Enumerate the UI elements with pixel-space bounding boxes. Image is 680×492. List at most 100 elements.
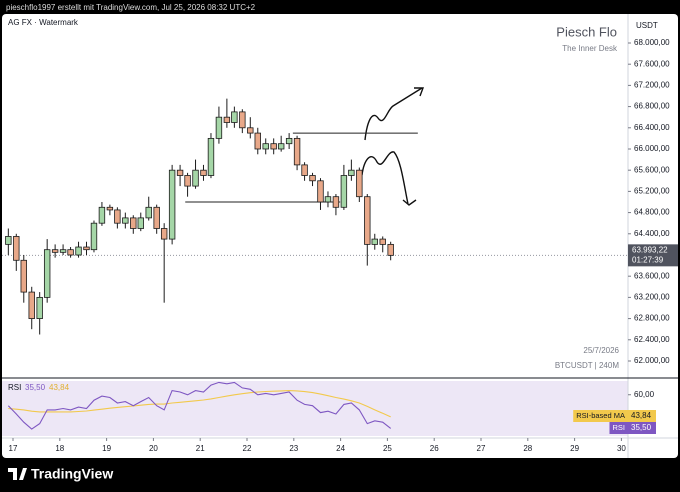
x-tick-label: 17 (9, 444, 18, 453)
series-tag-value: 35,50 (631, 423, 652, 432)
candle-body (36, 296, 43, 319)
candle-body (270, 143, 277, 150)
last-price-label: 63.993,22 (632, 245, 668, 254)
candle-body (83, 246, 90, 251)
x-tick-label: 18 (55, 444, 64, 453)
watermark-title: Piesch Flo (556, 24, 617, 39)
date-stamp: 25/7/2026 (583, 346, 619, 355)
x-tick-label: 24 (336, 444, 345, 453)
series-tag-name: RSI-based MA (576, 411, 625, 420)
x-tick-label: 21 (196, 444, 205, 453)
y-tick-label: 62.800,00 (634, 314, 670, 323)
candle-body (239, 111, 246, 129)
rsi-legend-value: 35,50 (25, 383, 46, 392)
y-tick-label: 67.600,00 (634, 59, 670, 68)
y-tick-label: 64.800,00 (634, 208, 670, 217)
candle-body (379, 238, 386, 245)
arrow-down-head (402, 199, 417, 206)
x-tick-label: 19 (102, 444, 111, 453)
candle-body (223, 116, 231, 123)
y-tick-label: 66.400,00 (634, 123, 670, 132)
candle-body (5, 236, 12, 245)
candle-body (145, 206, 152, 219)
x-tick-label: 27 (477, 444, 486, 453)
y-tick-label: 66.000,00 (634, 144, 670, 153)
chart-title: AG FX · Watermark (8, 18, 79, 27)
series-name-box (609, 422, 628, 434)
candle-body (90, 222, 98, 251)
candle-body (192, 169, 199, 187)
candle-body (340, 175, 348, 208)
y-tick-label: 66.800,00 (634, 102, 670, 111)
x-tick-label: 26 (430, 444, 439, 453)
series-line (7, 381, 392, 430)
candle-body (215, 116, 223, 139)
y-tick-label: 60,00 (634, 390, 655, 399)
countdown: 01:27:39 (632, 255, 664, 264)
x-tick-label: 22 (243, 444, 252, 453)
candle-body (332, 196, 340, 208)
y-tick-label: 67.200,00 (634, 80, 670, 89)
y-tick-label: 64.400,00 (634, 229, 670, 238)
candle-body (371, 238, 378, 245)
arrow-down (361, 151, 409, 205)
candle-body (20, 259, 27, 293)
hand-drawn-arrows (361, 87, 425, 206)
candle-body (98, 206, 106, 224)
candle-body (176, 169, 184, 176)
candle-body (262, 143, 269, 150)
y-tick-label: 65.200,00 (634, 186, 670, 195)
candle-body (348, 169, 355, 176)
candle-body (277, 143, 285, 150)
candle-body (168, 169, 176, 240)
candle-body (160, 228, 168, 240)
x-tick-label: 25 (383, 444, 392, 453)
currency: USDT (636, 21, 658, 30)
arrow-up (364, 87, 423, 141)
footer (0, 458, 680, 492)
candle-body (231, 111, 238, 123)
logo-icon (8, 468, 27, 480)
watermark-subtitle: The Inner Desk (562, 44, 618, 53)
candle-body (301, 164, 308, 176)
candle-body (59, 249, 67, 253)
candle-body (200, 169, 207, 176)
symbol: BTCUSDT | 240M (555, 361, 620, 370)
candle-body (317, 180, 324, 203)
y-tick-label: 63.200,00 (634, 292, 670, 301)
y-tick-label: 62.000,00 (634, 356, 670, 365)
candle-body (207, 137, 215, 176)
candle-body (137, 217, 144, 229)
candle-body (293, 137, 301, 166)
header-text: pieschflo1997 erstellt mit TradingView.c… (6, 3, 256, 12)
series-tag (628, 422, 656, 434)
series-tag-value: 43,84 (631, 411, 652, 420)
y-tick-label: 68.000,00 (634, 38, 670, 47)
series-name-box (573, 410, 628, 422)
candle-body (43, 249, 51, 298)
series-tag (628, 410, 656, 422)
x-tick-label: 29 (570, 444, 579, 453)
candle-body (387, 243, 394, 256)
candle-body (28, 291, 35, 319)
x-tick-label: 28 (523, 444, 532, 453)
logo-text[interactable]: TradingView (31, 466, 113, 482)
y-tick-label: 62.400,00 (634, 335, 670, 344)
candle-body (114, 209, 121, 224)
candle-body (254, 132, 261, 150)
candle-body (51, 249, 59, 253)
chart-card (2, 14, 678, 458)
candle-body (106, 206, 114, 211)
ma-legend-value: 43,84 (49, 383, 70, 392)
candle-body (153, 206, 160, 229)
candle-body (309, 175, 316, 182)
x-tick-label: 23 (289, 444, 298, 453)
series-line (8, 390, 391, 418)
arrow-up-head (414, 87, 425, 97)
candle-body (247, 127, 254, 134)
candle-body (122, 217, 129, 224)
series-tag-name: RSI (612, 423, 625, 432)
candle-body (364, 196, 371, 245)
x-tick-label: 20 (149, 444, 158, 453)
